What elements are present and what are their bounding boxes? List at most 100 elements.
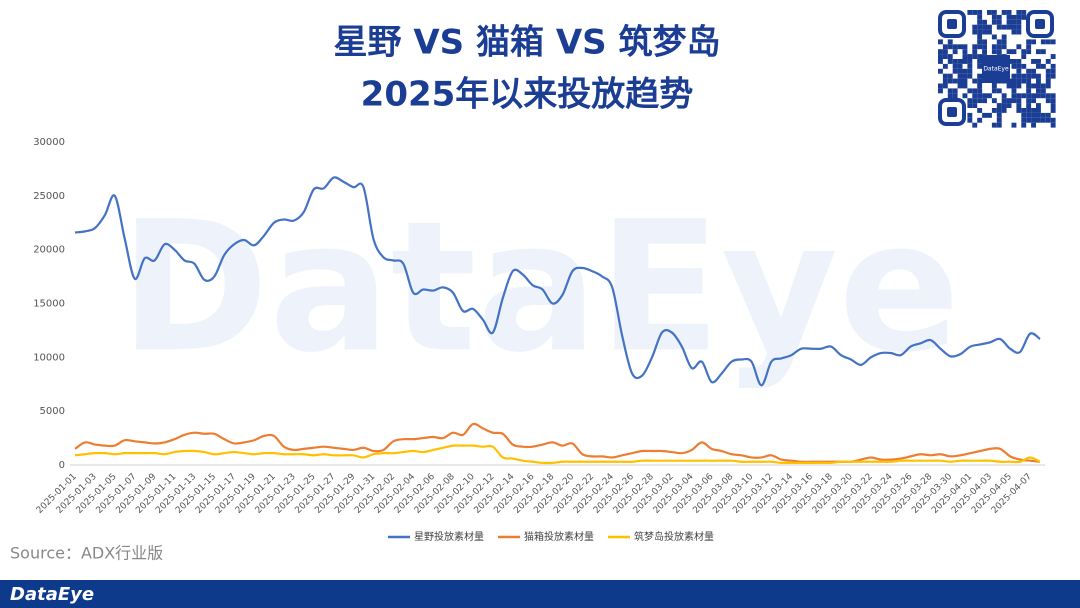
qr-cell (1016, 83, 1022, 89)
qr-cell (1026, 39, 1032, 45)
qr-cell (947, 93, 953, 99)
qr-cell (1040, 93, 1046, 99)
qr-cell (938, 68, 943, 74)
qr-cell (1036, 78, 1041, 84)
qr-cell (1016, 19, 1022, 25)
qr-cell (1036, 112, 1041, 118)
qr-cell (996, 112, 1002, 118)
qr-cell (962, 73, 968, 79)
y-tick-label: 25000 (33, 191, 65, 202)
qr-cell (1036, 108, 1041, 113)
qr-cell (1001, 108, 1007, 113)
qr-cell (1016, 93, 1022, 99)
qr-cell (1031, 112, 1036, 118)
qr-cell (977, 108, 983, 113)
qr-cell (962, 83, 968, 89)
y-tick-label: 0 (59, 460, 65, 471)
qr-cell (967, 63, 973, 69)
qr-cell (947, 54, 953, 59)
qr-cell (991, 19, 997, 25)
qr-cell (972, 78, 978, 84)
qr-cell (957, 44, 963, 50)
series-line (74, 422, 1041, 464)
qr-cell (1001, 24, 1007, 30)
qr-cell (962, 44, 968, 50)
qr-cell (977, 59, 983, 64)
qr-cell (1026, 44, 1032, 50)
qr-cell (1011, 83, 1017, 89)
qr-cell (1050, 39, 1056, 45)
qr-cell (1021, 122, 1027, 128)
qr-cell (962, 49, 968, 55)
qr-cell (977, 98, 983, 104)
qr-cell (996, 39, 1002, 45)
qr-cell (991, 44, 997, 50)
qr-cell (1036, 73, 1041, 79)
qr-cell (1021, 63, 1027, 69)
qr-cell (1040, 88, 1046, 94)
qr-cell (938, 54, 943, 59)
qr-cell (1001, 44, 1007, 50)
qr-cell (938, 59, 943, 64)
qr-cell (1026, 117, 1032, 123)
qr-cell (1050, 103, 1056, 108)
qr-cell (991, 108, 997, 113)
qr-cell (1016, 73, 1022, 79)
qr-cell (947, 88, 953, 94)
title-line1: 星野 VS 猫箱 VS 筑梦岛 (334, 23, 721, 63)
qr-cell (1026, 88, 1032, 94)
qr-cell (942, 63, 948, 69)
qr-cell (991, 88, 997, 94)
qr-cell (957, 63, 963, 69)
qr-cell (1040, 117, 1046, 123)
qr-cell (1006, 14, 1012, 20)
qr-cell (947, 39, 953, 45)
qr-cell (1045, 39, 1051, 45)
qr-cell (982, 29, 987, 35)
qr-finder (938, 98, 966, 126)
qr-cell (1050, 54, 1056, 59)
qr-cell (977, 34, 983, 40)
qr-cell (972, 10, 978, 15)
qr-cell (1011, 98, 1017, 104)
qr-cell (1016, 103, 1022, 108)
qr-cell (977, 14, 983, 20)
qr-cell (972, 29, 978, 35)
qr-cell (952, 88, 958, 94)
qr-cell (1016, 29, 1022, 35)
legend-label: 筑梦岛投放素材量 (634, 530, 714, 543)
qr-cell (938, 88, 943, 94)
qr-cell (991, 34, 997, 40)
qr-cell (982, 24, 987, 30)
qr-cell (996, 14, 1002, 20)
qr-cell (996, 24, 1002, 30)
qr-cell (1011, 73, 1017, 79)
qr-cell (952, 93, 958, 99)
qr-cell (1006, 103, 1012, 108)
qr-cell (942, 78, 948, 84)
qr-cell (987, 112, 992, 118)
qr-cell (1001, 10, 1007, 15)
qr-cell (967, 54, 973, 59)
qr-cell (1031, 73, 1036, 79)
qr-cell (952, 59, 958, 64)
qr-cell (967, 112, 973, 118)
qr-cell (967, 88, 973, 94)
qr-cell (996, 19, 1002, 25)
qr-cell (977, 44, 983, 50)
qr-cell (952, 63, 958, 69)
qr-cell (1040, 49, 1046, 55)
qr-cell (1026, 49, 1032, 55)
qr-cell (1011, 49, 1017, 55)
legend-label: 猫箱投放素材量 (524, 530, 594, 543)
qr-cell (1006, 98, 1012, 104)
qr-finder (1026, 10, 1054, 38)
qr-cell (991, 10, 997, 15)
qr-logo (982, 55, 1010, 83)
qr-cell (977, 39, 983, 45)
qr-cell (1016, 98, 1022, 104)
qr-cell (1031, 108, 1036, 113)
qr-cell (957, 59, 963, 64)
qr-cell (962, 93, 968, 99)
